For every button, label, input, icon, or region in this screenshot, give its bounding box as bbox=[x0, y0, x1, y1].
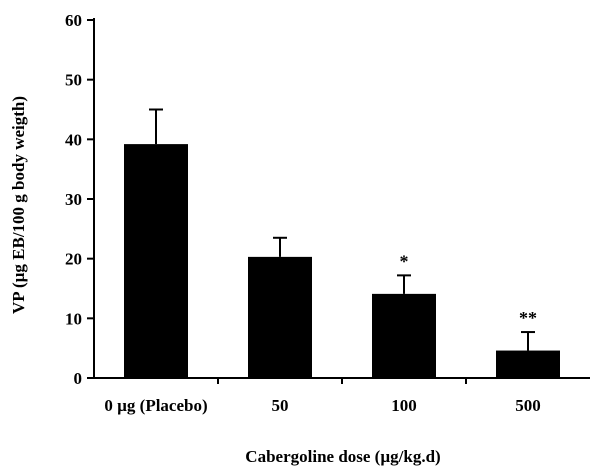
x-tick-labels: 0 µg (Placebo) 50 100 500 bbox=[104, 396, 540, 415]
bar bbox=[248, 256, 312, 378]
y-tick-label: 60 bbox=[65, 11, 82, 30]
bar bbox=[372, 293, 436, 378]
bar bbox=[496, 350, 560, 378]
bars bbox=[124, 144, 560, 378]
y-tick-label: 20 bbox=[65, 250, 82, 269]
y-tick-label: 30 bbox=[65, 190, 82, 209]
y-ticks: 0 10 20 30 40 50 60 bbox=[65, 11, 94, 388]
error-bars bbox=[149, 108, 535, 351]
significance-label: * bbox=[400, 251, 409, 271]
y-tick-label: 10 bbox=[65, 309, 82, 328]
x-axis-title: Cabergoline dose (µg/kg.d) bbox=[245, 447, 440, 466]
x-tick-label: 0 µg (Placebo) bbox=[104, 396, 207, 415]
y-tick-label: 40 bbox=[65, 130, 82, 149]
x-tick-label: 500 bbox=[515, 396, 541, 415]
y-axis-title: VP (µg EB/100 g body weigth) bbox=[9, 96, 28, 314]
x-tick-label: 100 bbox=[391, 396, 417, 415]
bar bbox=[124, 144, 188, 378]
significance-markers: *** bbox=[400, 251, 538, 328]
y-tick-label: 50 bbox=[65, 71, 82, 90]
x-tick-label: 50 bbox=[272, 396, 289, 415]
significance-label: ** bbox=[519, 308, 537, 328]
y-tick-label: 0 bbox=[74, 369, 83, 388]
